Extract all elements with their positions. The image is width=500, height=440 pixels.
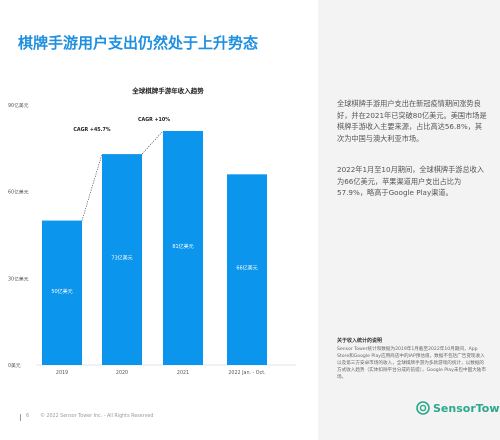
cagr-label: CAGR +10% xyxy=(138,117,170,123)
bar-value-label: 50亿美元 xyxy=(51,288,72,295)
x-axis: 2019 2020 2021 2022 Jan. - Oct. xyxy=(56,370,266,376)
bar-2019 xyxy=(42,220,82,365)
y-tick-label: 60亿美元 xyxy=(8,189,29,196)
bar-2022 Jan. - Oct. xyxy=(227,174,267,365)
x-tick-label: 2021 xyxy=(177,370,189,376)
sensortower-logo-icon xyxy=(416,401,430,415)
bar-2020 xyxy=(102,154,142,365)
footer: 6 © 2022 Sensor Tower Inc. - All Rights … xyxy=(20,414,154,421)
cagr-annotations: CAGR +45.7% CAGR +10% xyxy=(73,117,170,221)
summary-paragraph-2: 2022年1月至10月期间，全球棋牌手游总收入为66亿美元，苹果渠道用户支出占比… xyxy=(337,165,485,197)
methodology-note: 关于收入统计的说明 Sensor Tower统计和数据为2019年1月截至202… xyxy=(337,338,487,381)
cagr-label: CAGR +45.7% xyxy=(73,127,110,133)
note-text: Sensor Tower统计和数据为2019年1月截至2022年10月期间，Ap… xyxy=(337,347,486,380)
cagr-connector-line xyxy=(141,130,164,155)
bar-value-label: 81亿美元 xyxy=(172,243,193,250)
x-tick-label: 2022 Jan. - Oct. xyxy=(228,370,265,376)
footer-divider xyxy=(20,414,21,421)
page-number: 6 xyxy=(26,414,30,419)
x-tick-label: 2020 xyxy=(116,370,128,376)
note-title: 关于收入统计的说明 xyxy=(337,338,383,344)
y-axis: 0美元 30亿美元 60亿美元 90亿美元 xyxy=(8,102,29,369)
right-panel xyxy=(318,0,500,440)
bar-2021 xyxy=(163,131,203,365)
revenue-bar-chart: 全球棋牌手游年收入趋势 0美元 30亿美元 60亿美元 90亿美元 50亿美元 73亿美… xyxy=(8,86,296,376)
y-tick-label: 30亿美元 xyxy=(8,275,29,282)
chart-title: 全球棋牌手游年收入趋势 xyxy=(131,86,204,95)
x-tick-label: 2019 xyxy=(56,370,68,376)
bars: 50亿美元 73亿美元 81亿美元 66亿美元 xyxy=(42,131,267,365)
y-tick-label: 0美元 xyxy=(8,362,21,369)
page-title: 棋牌手游用户支出仍然处于上升势态 xyxy=(18,34,259,52)
bar-value-label: 66亿美元 xyxy=(236,265,257,272)
copyright-text: © 2022 Sensor Tower Inc. - All Rights Re… xyxy=(40,414,154,419)
summary-paragraph-1: 全球棋牌手游用户支出在新冠疫情期间涨势良好，并在2021年已突破80亿美元。美国… xyxy=(337,99,487,143)
y-tick-label: 90亿美元 xyxy=(8,102,29,109)
bar-value-label: 73亿美元 xyxy=(111,255,132,262)
cagr-connector-line xyxy=(81,154,103,221)
